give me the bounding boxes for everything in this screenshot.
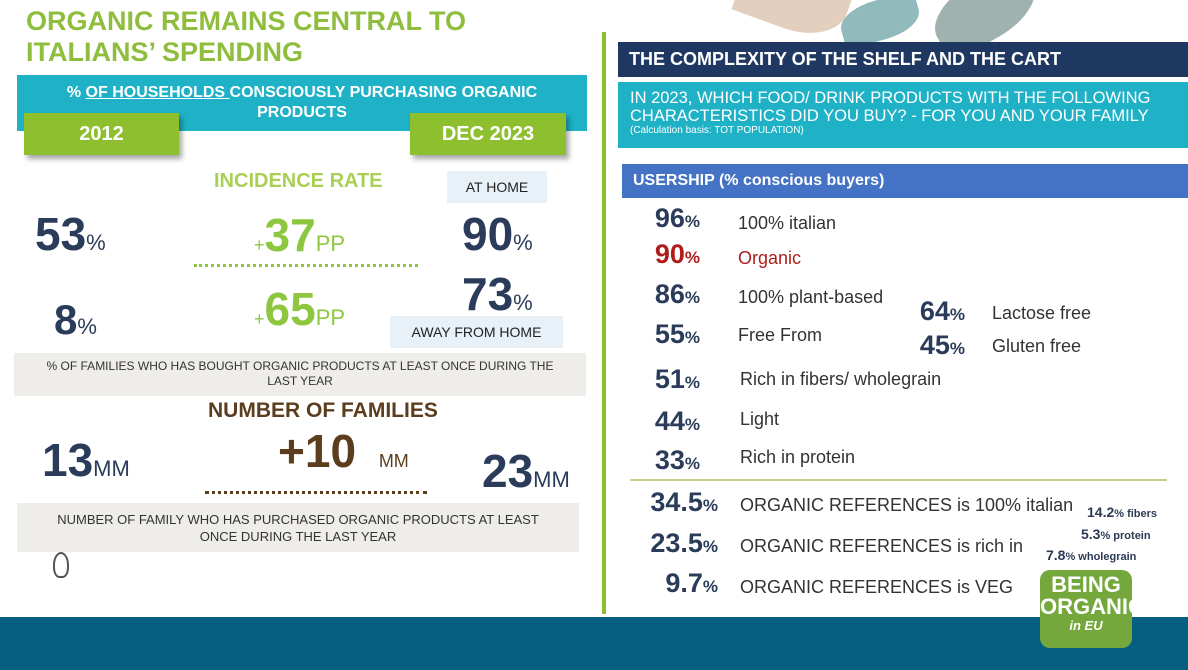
footer-band xyxy=(0,617,1188,670)
at-home-2012: 53% xyxy=(35,208,106,260)
away-delta: +65PP xyxy=(254,283,346,335)
leaf-decoration xyxy=(731,0,859,47)
families-delta: +10 MM xyxy=(278,425,409,477)
families-note: NUMBER OF FAMILY WHO HAS PURCHASED ORGAN… xyxy=(17,503,579,552)
usership-header: USERSHIP (% conscious buyers) xyxy=(622,164,1188,198)
at-home-2023: 90% xyxy=(462,208,533,260)
rich-in-wholegrain: 7.8% wholegrain xyxy=(1046,547,1137,563)
at-home-delta: +37PP xyxy=(254,209,346,261)
page-title: ORGANIC REMAINS CENTRAL TO ITALIANS’ SPE… xyxy=(26,6,467,67)
families-2023: 23MM xyxy=(482,445,570,497)
incidence-note: % OF FAMILIES WHO HAS BOUGHT ORGANIC PRO… xyxy=(14,353,586,396)
question-text: IN 2023, WHICH FOOD/ DRINK PRODUCTS WITH… xyxy=(630,89,1151,125)
away-from-home-label: AWAY FROM HOME xyxy=(390,316,563,348)
year-end-badge: DEC 2023 xyxy=(410,113,566,155)
number-of-families-label: NUMBER OF FAMILIES xyxy=(208,399,438,422)
families-2012: 13MM xyxy=(42,434,130,486)
question-banner: IN 2023, WHICH FOOD/ DRINK PRODUCTS WITH… xyxy=(618,82,1188,148)
separator-line xyxy=(630,479,1167,481)
banner-rest: CONSCIOUSLY PURCHASING ORGANIC PRODUCTS xyxy=(229,84,538,121)
at-home-label: AT HOME xyxy=(447,171,547,203)
incidence-rate-label: INCIDENCE RATE xyxy=(214,170,383,192)
rich-in-protein: 5.3% protein xyxy=(1081,526,1151,542)
away-2012: 8% xyxy=(54,296,97,343)
rich-in-fibers: 14.2% fibers xyxy=(1087,504,1158,520)
banner-prefix: % xyxy=(66,84,86,101)
section-header: THE COMPLEXITY OF THE SHELF AND THE CART xyxy=(618,42,1188,77)
away-2023: 73% xyxy=(462,268,533,320)
calculation-basis: (Calculation basis: TOT POPULATION) xyxy=(630,125,804,136)
nomisma-logo xyxy=(6,552,116,610)
being-organic-logo: BEING ORGANIC in EU xyxy=(1040,570,1144,648)
banner-underlined: OF HOUSEHOLDS xyxy=(85,84,230,101)
arrow-dotted xyxy=(205,491,427,494)
arrow-dotted xyxy=(194,264,418,267)
year-start-badge: 2012 xyxy=(24,113,179,155)
divider xyxy=(602,32,606,614)
